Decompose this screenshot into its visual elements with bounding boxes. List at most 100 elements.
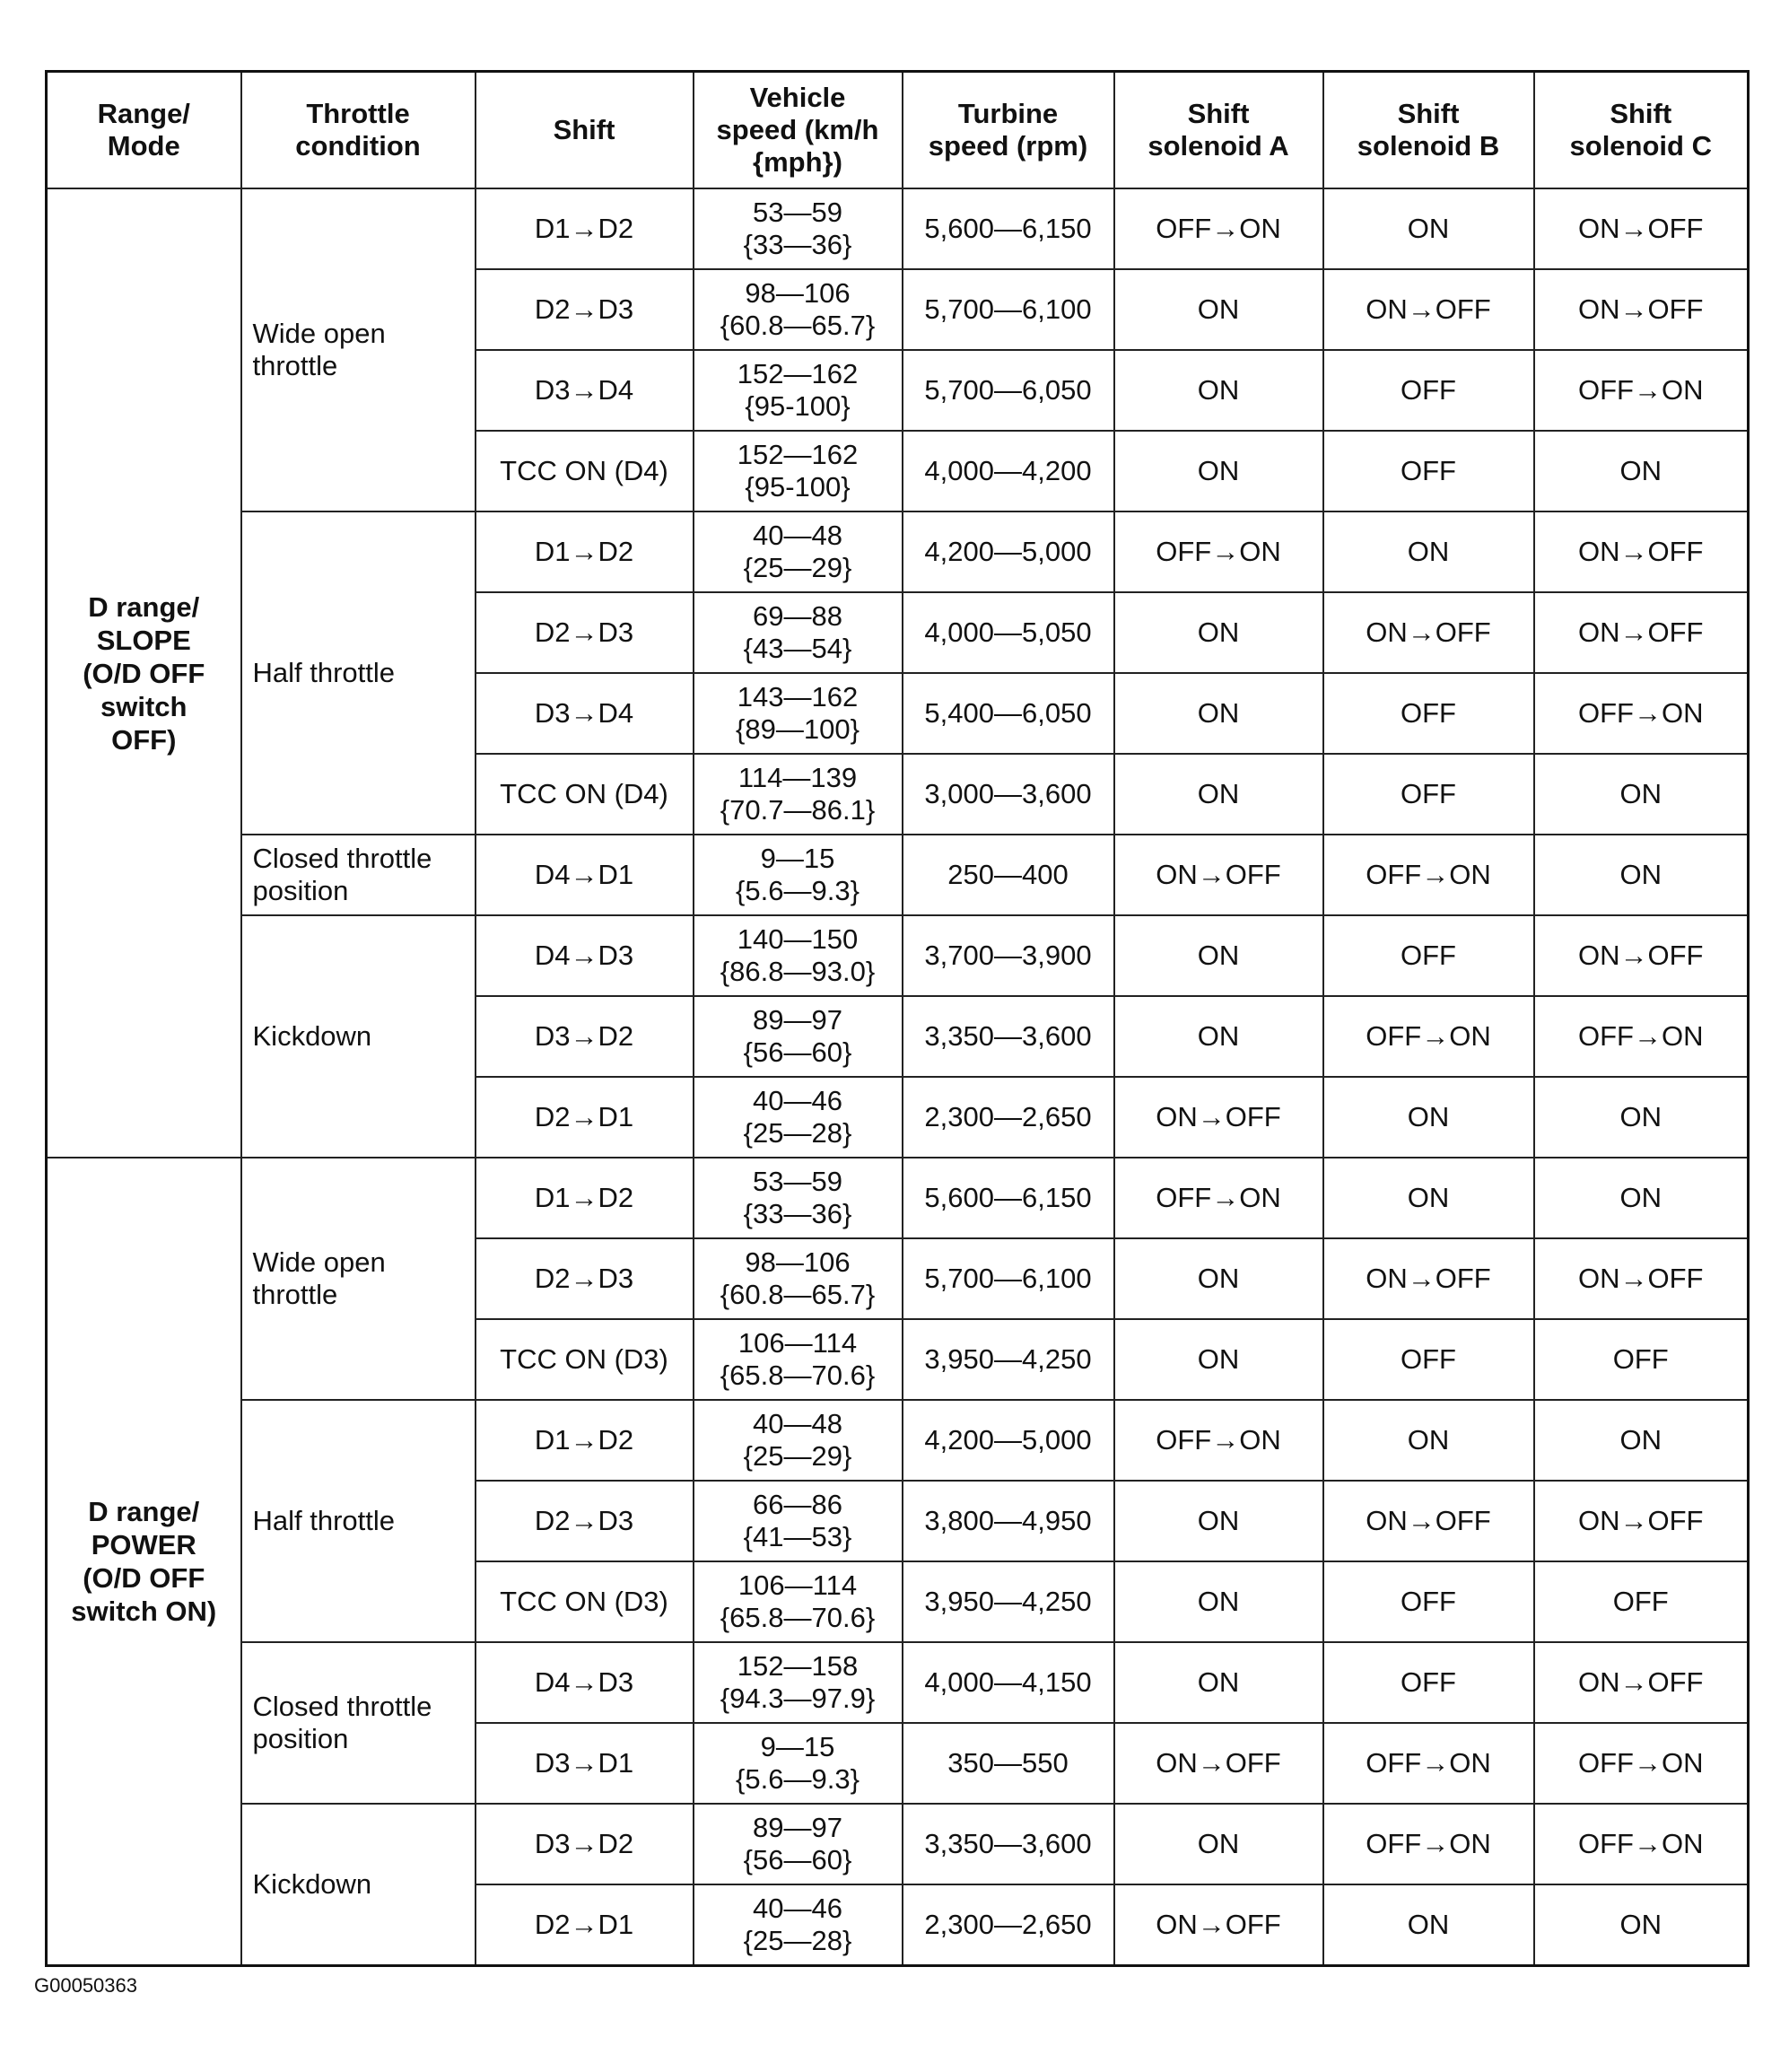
throttle-condition-cell: Kickdown [240,1803,476,1967]
solenoid-c-cell: ON [1532,1884,1750,1967]
turbine-cell: 5,700—6,100 [901,268,1115,351]
speed-mph: {33—36} [743,1198,852,1229]
turbine-cell: 3,350—3,600 [901,1803,1115,1885]
speed-mph: {65.8—70.6} [720,1602,876,1633]
header-solenoid-a: Shift solenoid A [1113,70,1324,189]
shift-cell: D2→D3 [474,268,694,351]
speed-mph: {25—28} [743,1925,852,1956]
speed-mph: {95-100} [745,471,851,503]
speed-kmh: 98—106 [745,1246,851,1278]
solenoid-c-cell: ON [1532,1076,1750,1158]
solenoid-b-cell: OFF [1322,753,1535,835]
speed-cell: 66—86 {41—53} [692,1480,903,1562]
solenoid-b-cell: ON→OFF [1322,591,1535,674]
solenoid-b-cell: ON→OFF [1322,1237,1535,1320]
solenoid-b-cell: ON [1322,1884,1535,1967]
range-mode-cell: D range/POWER (O/D OFF switch ON) [45,1157,242,1967]
solenoid-c-cell: ON→OFF [1532,591,1750,674]
throttle-condition-cell: Kickdown [240,914,476,1158]
table-row: Half throttle D1→D2 40—48 {25—29} 4,200—5,00… [47,511,1750,835]
turbine-cell: 4,000—4,200 [901,430,1115,512]
speed-kmh: 152—162 [737,439,859,470]
solenoid-c-cell: ON [1532,1399,1750,1482]
speed-cell: 69—88 {43—54} [692,591,903,674]
figure-id: G00050363 [34,1974,137,1997]
shift-cell: D1→D2 [474,188,694,270]
speed-cell: 89—97 {56—60} [692,995,903,1078]
speed-kmh: 40—48 [753,520,842,551]
header-shift: Shift [474,70,694,189]
speed-kmh: 106—114 [737,1569,858,1601]
throttle-condition-cell: Wide open throttle [240,188,476,512]
speed-kmh: 69—88 [753,600,842,632]
speed-kmh: 66—86 [753,1489,842,1520]
solenoid-b-cell: ON [1322,188,1535,270]
shift-cell: D3→D2 [474,1803,694,1885]
turbine-cell: 3,950—4,250 [901,1561,1115,1643]
speed-kmh: 53—59 [753,1166,842,1197]
table-row: TCC ON (D4) 114—139 {70.7—86.1} 3,000—3,600… [47,753,1750,835]
solenoid-a-cell: OFF→ON [1113,1399,1324,1482]
shift-cell: D3→D2 [474,995,694,1078]
table-row: D2→D3 98—106 {60.8—65.7} 5,700—6,100 ON ON→OF… [47,1237,1750,1320]
solenoid-c-cell: OFF→ON [1532,1722,1750,1805]
turbine-cell: 250—400 [901,834,1115,916]
solenoid-b-cell: ON [1322,1076,1535,1158]
turbine-cell: 5,700—6,100 [901,1237,1115,1320]
header-vehicle-speed: Vehicle speed (km/h {mph}) [692,70,903,189]
solenoid-a-cell: ON [1113,995,1324,1078]
turbine-cell: 5,600—6,150 [901,188,1115,270]
solenoid-b-cell: OFF [1322,1318,1535,1401]
speed-mph: {43—54} [743,633,852,664]
solenoid-b-cell: OFF→ON [1322,995,1535,1078]
speed-mph: {56—60} [743,1844,852,1875]
solenoid-a-cell: ON [1113,1237,1324,1320]
speed-mph: {70.7—86.1} [720,794,876,826]
speed-cell: 152—162 {95-100} [692,349,903,432]
shift-cell: D3→D1 [474,1722,694,1805]
speed-mph: {95-100} [745,390,851,422]
turbine-cell: 5,700—6,050 [901,349,1115,432]
table-row: D2→D1 40—46 {25—28} 2,300—2,650 ON→OFF ON ON [47,1076,1750,1158]
table-row: D3→D2 89—97 {56—60} 3,350—3,600 ON OFF→ON OFF→… [47,995,1750,1078]
shift-cell: D1→D2 [474,511,694,593]
speed-mph: {41—53} [743,1521,852,1552]
solenoid-c-cell: OFF [1532,1318,1750,1401]
speed-kmh: 143—162 [737,681,859,713]
solenoid-c-cell: ON [1532,753,1750,835]
speed-cell: 53—59 {33—36} [692,1157,903,1239]
solenoid-a-cell: ON [1113,672,1324,755]
shift-cell: TCC ON (D3) [474,1561,694,1643]
solenoid-c-cell: ON→OFF [1532,914,1750,997]
speed-mph: {5.6—9.3} [736,875,860,906]
turbine-cell: 4,000—5,050 [901,591,1115,674]
turbine-cell: 3,000—3,600 [901,753,1115,835]
solenoid-c-cell: OFF [1532,1561,1750,1643]
solenoid-c-cell: ON [1532,1157,1750,1239]
solenoid-c-cell: OFF→ON [1532,995,1750,1078]
speed-kmh: 106—114 [737,1327,858,1359]
speed-kmh: 89—97 [753,1812,842,1843]
solenoid-a-cell: ON [1113,430,1324,512]
solenoid-b-cell: ON→OFF [1322,1480,1535,1562]
solenoid-a-cell: ON [1113,268,1324,351]
speed-cell: 98—106 {60.8—65.7} [692,1237,903,1320]
table-row: D3→D4 152—162 {95-100} 5,700—6,050 ON OFF OFF→… [47,349,1750,432]
turbine-cell: 2,300—2,650 [901,1884,1115,1967]
solenoid-c-cell: OFF→ON [1532,349,1750,432]
solenoid-a-cell: ON [1113,1480,1324,1562]
table-row: Kickdown D4→D3 140—150 {86.8—93.0} 3,700—3,9… [47,914,1750,1158]
speed-cell: 9—15 {5.6—9.3} [692,834,903,916]
header-row: Range/Mode Throttle condition Shift Vehicle s… [45,70,1750,189]
solenoid-a-cell: ON [1113,349,1324,432]
throttle-condition-cell: Half throttle [240,1399,476,1643]
solenoid-b-cell: OFF [1322,1561,1535,1643]
solenoid-a-cell: ON [1113,914,1324,997]
shift-cell: D2→D1 [474,1884,694,1967]
speed-kmh: 53—59 [753,197,842,228]
solenoid-b-cell: ON→OFF [1322,268,1535,351]
speed-cell: 152—162 {95-100} [692,430,903,512]
solenoid-c-cell: ON→OFF [1532,511,1750,593]
solenoid-a-cell: ON [1113,1641,1324,1724]
table-row: D range/POWER (O/D OFF switch ON) Wide open… [45,1157,1750,1967]
